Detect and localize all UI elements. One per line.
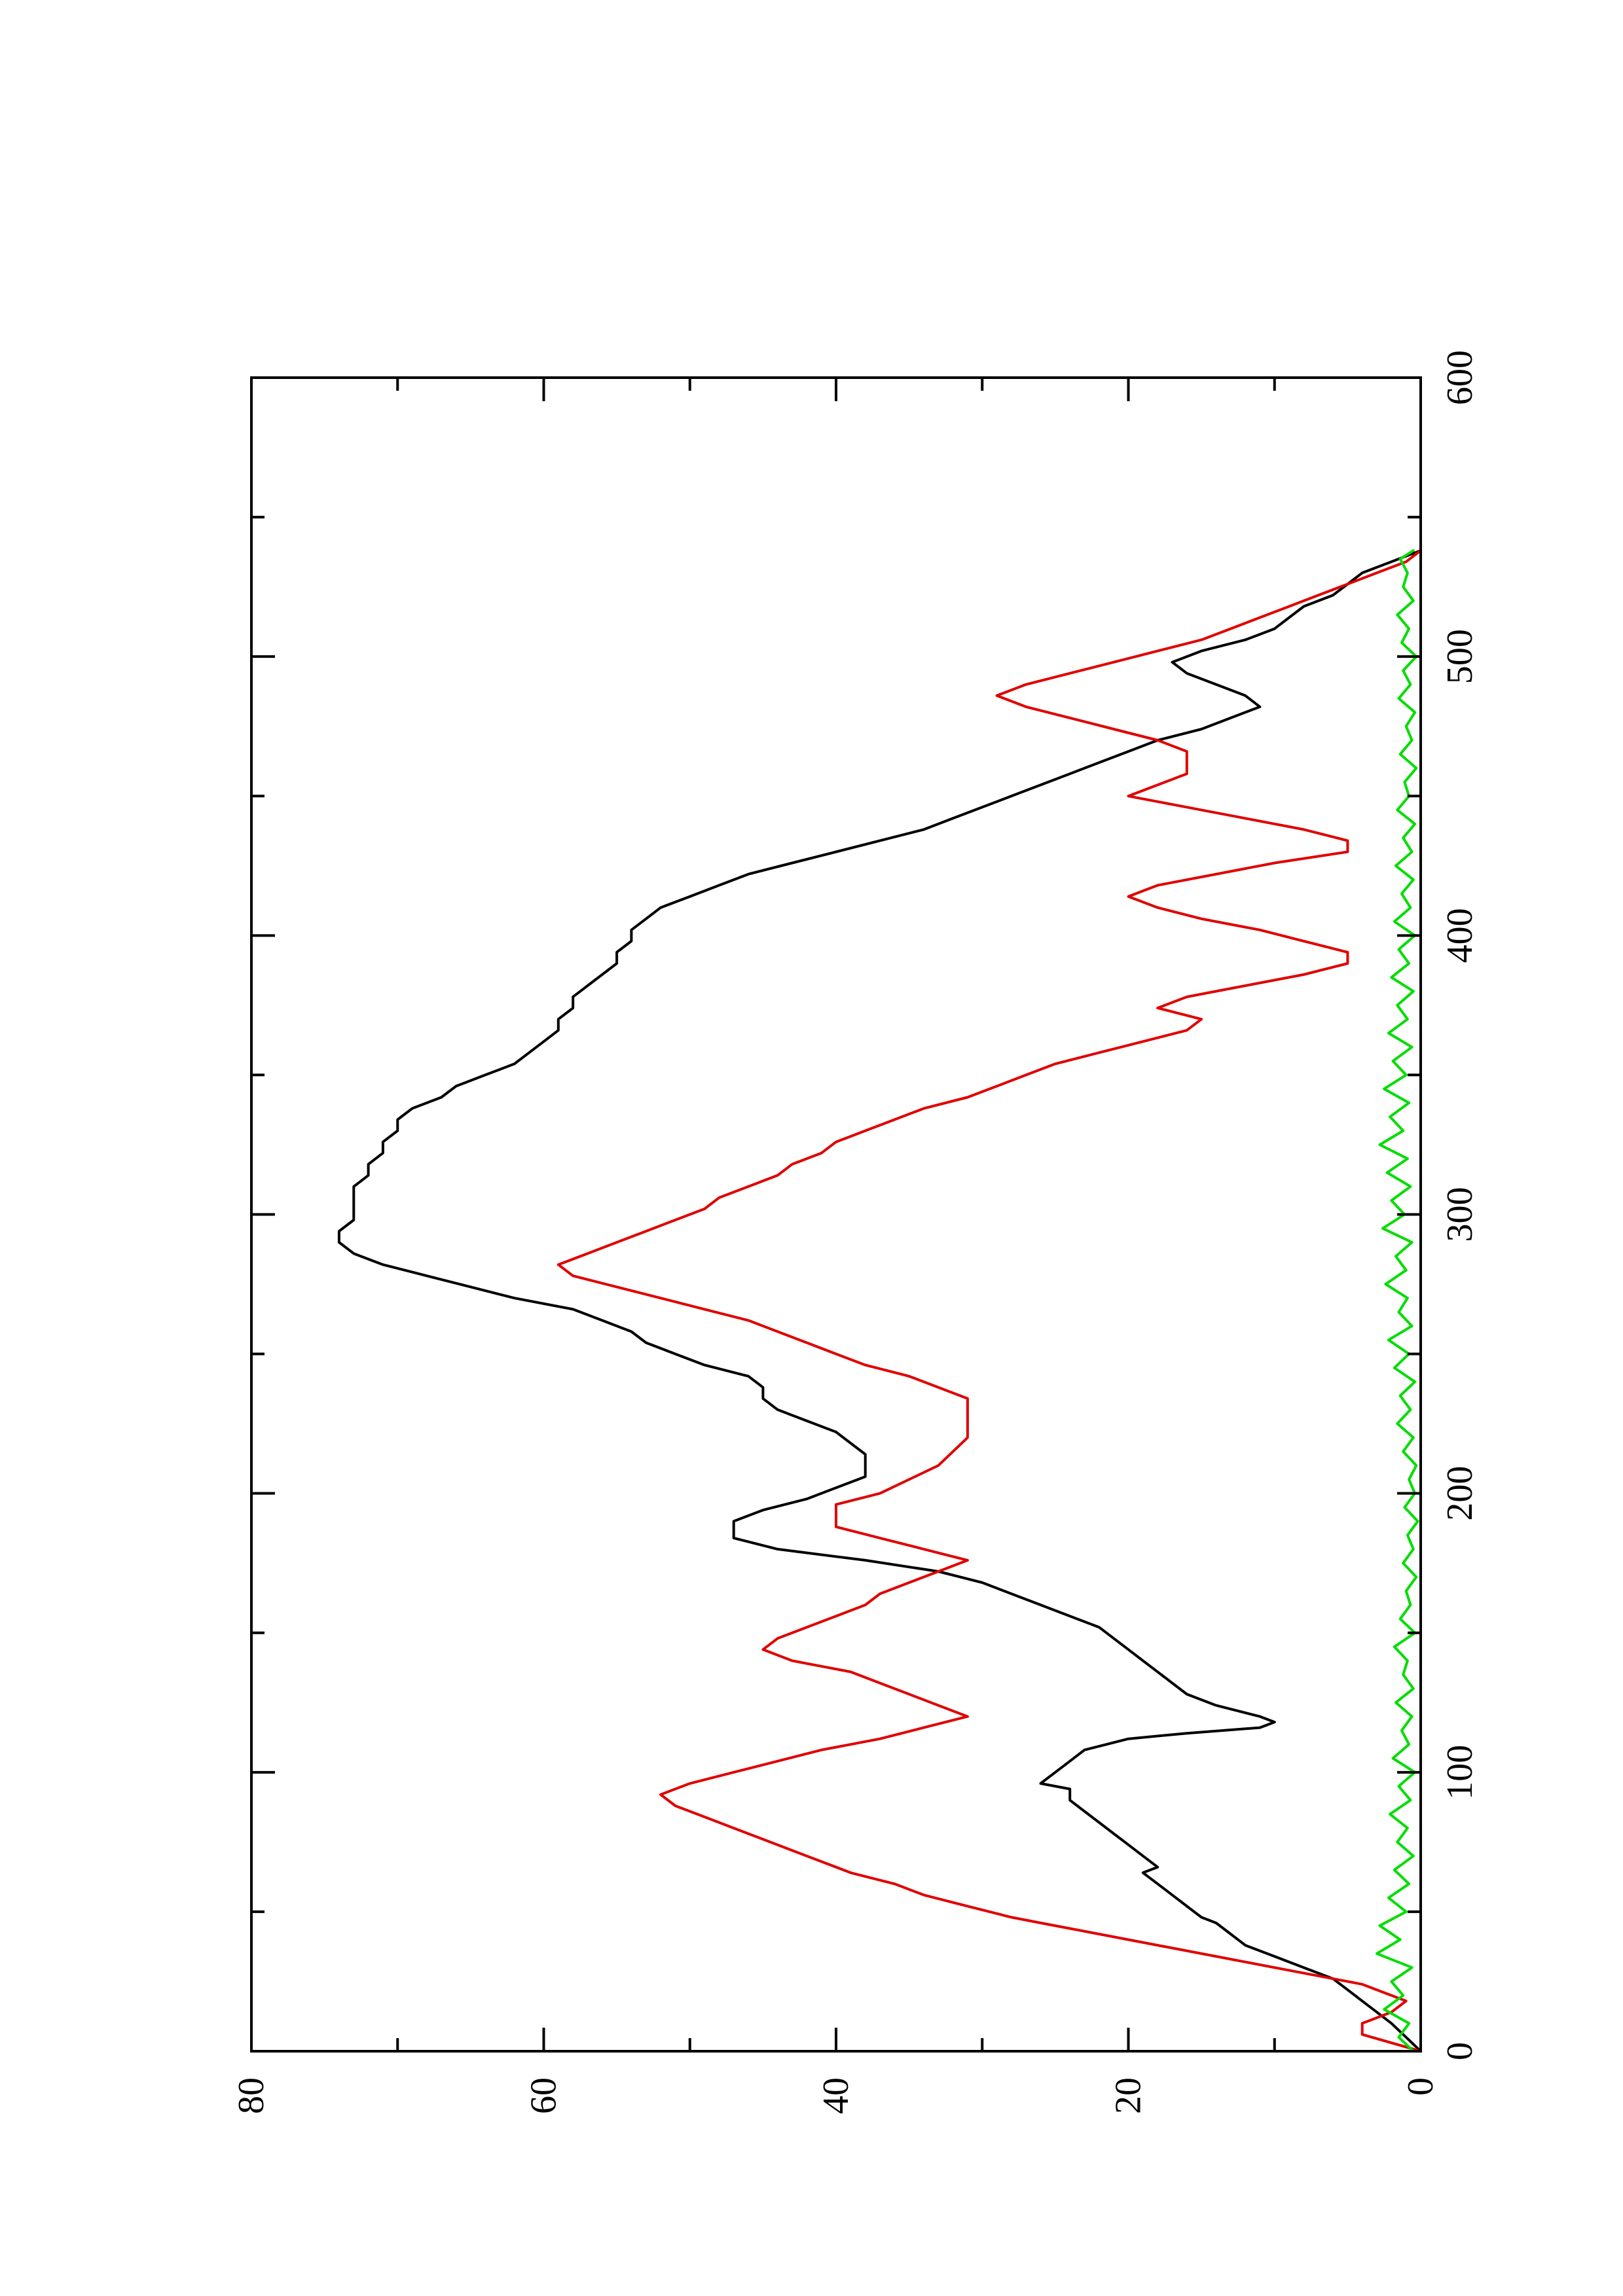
- y-tick-label: 20: [1108, 2077, 1149, 2114]
- x-tick-label: 300: [1440, 1187, 1480, 1242]
- x-tick-label: 400: [1440, 908, 1480, 963]
- series-line-1: [337, 549, 1422, 2053]
- x-tick-label: 0: [1440, 2042, 1480, 2060]
- y-tick-label: 60: [524, 2077, 564, 2114]
- x-tick-label: 100: [1440, 1745, 1480, 1800]
- tick-layer: [250, 376, 1422, 2053]
- x-tick-label: 200: [1440, 1466, 1480, 1521]
- tick-label-layer: 0 100 200 300 400 500 600 0 20 40 60 80: [231, 350, 1480, 2114]
- y-tick-label: 40: [816, 2077, 856, 2114]
- x-tick-label: 600: [1440, 350, 1480, 405]
- x-tick-label: 500: [1440, 629, 1480, 684]
- y-tick-label: 0: [1400, 2077, 1441, 2096]
- series-line-2: [556, 549, 1422, 2053]
- y-tick-label: 80: [231, 2077, 272, 2114]
